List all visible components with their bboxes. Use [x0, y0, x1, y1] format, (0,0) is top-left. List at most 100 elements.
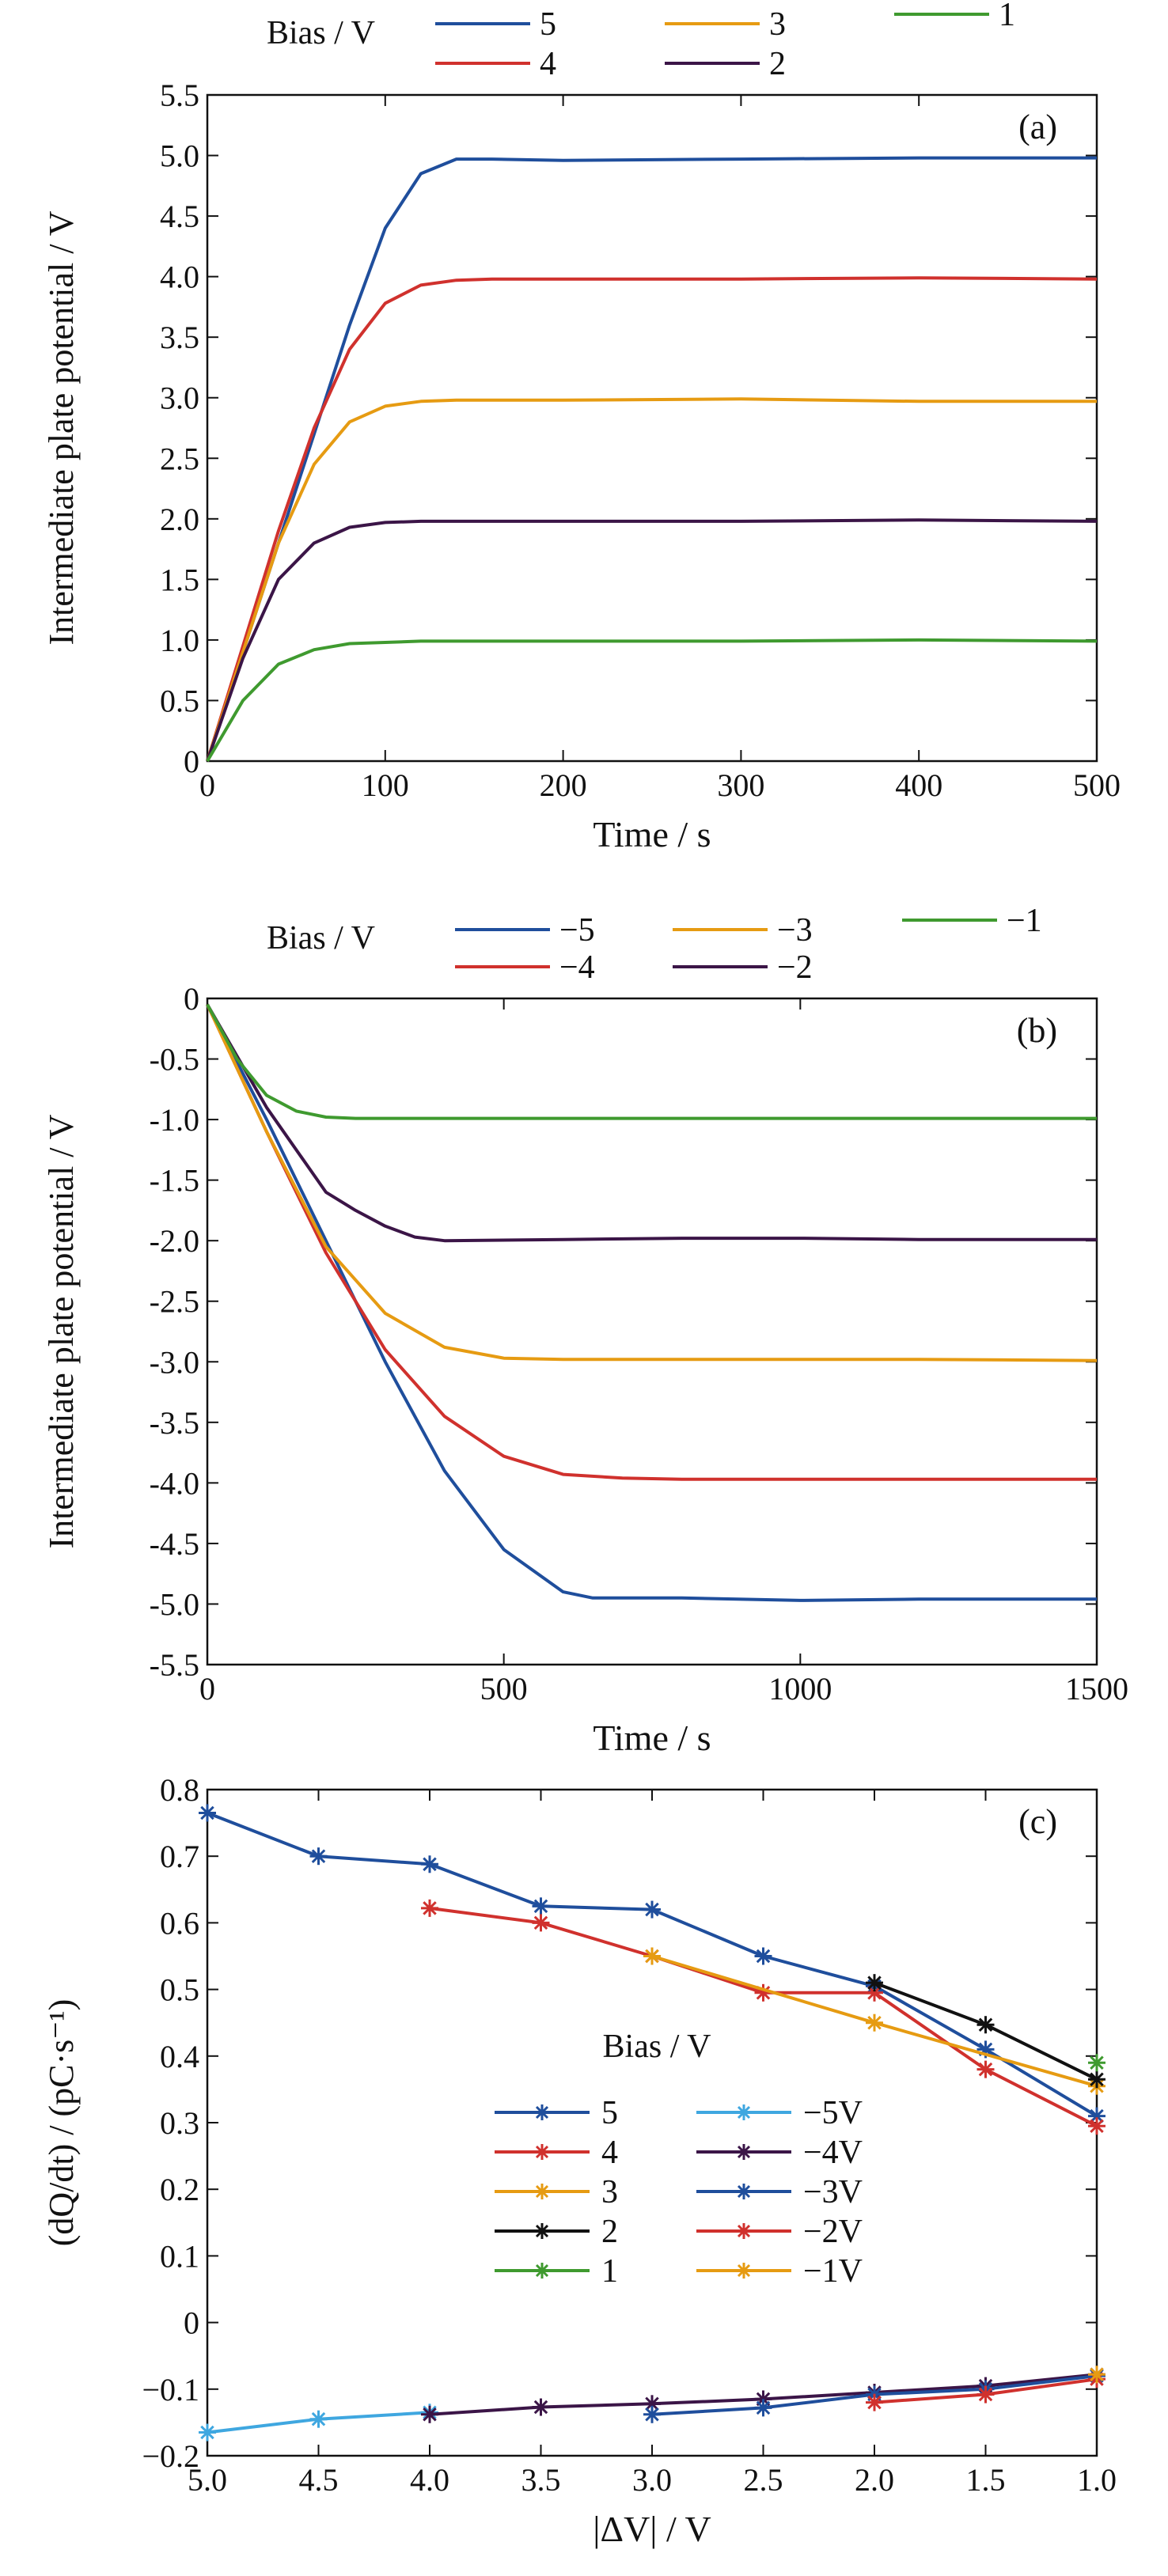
legend-marker-3: [534, 2184, 550, 2199]
x-tick-label: 4.0: [410, 2462, 449, 2498]
legend-marker-2: [534, 2223, 550, 2239]
series-line-neg5: [206, 1003, 1097, 1602]
legend-label-neg5V: −5V: [803, 2095, 863, 2131]
panel-label: (a): [1018, 108, 1057, 146]
x-tick-label: 5.0: [188, 2462, 227, 2498]
legend-label-5: 5: [601, 2095, 618, 2131]
y-tick-label: -2.5: [150, 1284, 199, 1320]
y-axis-label: Intermediate plate potential / V: [42, 1114, 81, 1548]
data-point-neg3V: [754, 2399, 772, 2417]
legend-label-neg5: −5: [559, 912, 595, 949]
data-point-neg1V: [1088, 2366, 1105, 2384]
data-point-neg5V: [199, 2423, 216, 2442]
y-tick-label: -5.5: [150, 1647, 199, 1683]
legend-label-4: 4: [601, 2135, 618, 2171]
data-point-5: [309, 1847, 328, 1866]
data-point-2: [1088, 2070, 1105, 2089]
legend-title: Bias / V: [267, 15, 375, 51]
y-tick-label: 5.0: [160, 138, 199, 174]
y-tick-label: 4.0: [160, 259, 199, 295]
x-tick-label: 1.0: [1077, 2462, 1117, 2498]
x-tick-label: 200: [540, 767, 587, 803]
legend-label-neg1: −1: [1007, 903, 1042, 939]
data-point-5: [532, 1897, 550, 1915]
y-tick-label: 0.2: [160, 2172, 199, 2207]
x-tick-label: 500: [480, 1671, 528, 1707]
legend-label-neg2: −2: [777, 949, 813, 986]
y-tick-label: 0.1: [160, 2238, 199, 2274]
data-point-5: [199, 1804, 216, 1822]
data-point-neg2V: [976, 2385, 995, 2404]
data-point-4: [532, 1914, 550, 1932]
data-point-neg4V: [532, 2398, 550, 2416]
x-tick-label: 1000: [768, 1671, 832, 1707]
y-tick-label: -4.5: [150, 1526, 199, 1562]
y-tick-label: 0.8: [160, 1772, 199, 1808]
y-tick-label: 2.0: [160, 502, 199, 537]
y-tick-label: -1.5: [150, 1163, 199, 1199]
legend: Bias / V −5 −3 −1 −4 −2: [267, 903, 1042, 986]
x-tick-label: 1.5: [966, 2462, 1006, 2498]
data-point-3: [643, 1947, 661, 1965]
data-point-neg4V: [421, 2405, 438, 2423]
x-tick-label: 100: [362, 767, 409, 803]
series-line-neg3: [206, 1003, 1098, 1362]
plot-frame: [206, 93, 1098, 763]
series-line-neg1: [206, 1003, 1097, 1120]
y-tick-label: -1.0: [150, 1102, 199, 1138]
legend-marker-5: [534, 2104, 550, 2120]
series-line-neg2: [206, 1003, 1097, 1243]
legend-label-neg2V: −2V: [803, 2214, 863, 2250]
data-point-neg2V: [866, 2393, 883, 2411]
data-point-4: [421, 1899, 438, 1917]
y-tick-label: 0.4: [160, 2039, 199, 2074]
x-tick-label: 500: [1073, 767, 1121, 803]
x-tick-label: 2.0: [855, 2462, 894, 2498]
y-tick-label: -4.0: [150, 1465, 199, 1501]
y-tick-label: -3.0: [150, 1344, 199, 1380]
data-point-3: [866, 2013, 883, 2032]
data-point-neg3V: [643, 2405, 661, 2423]
y-tick-label: −0.1: [142, 2372, 199, 2407]
panel-b: 0 500 1000 1500 0 -0.5 -1.0 -1.5 -2.0 -2.5 -3.0 -3.…: [42, 903, 1128, 1758]
series-line-3: [206, 397, 1097, 762]
legend-label-neg4V: −4V: [803, 2135, 863, 2171]
data-point-2: [976, 2016, 995, 2034]
data-point-4: [976, 2060, 995, 2078]
legend-label-neg4: −4: [559, 949, 595, 986]
data-point-5: [421, 1855, 438, 1873]
data-point-2: [866, 1974, 883, 1992]
data-point-1: [1088, 2054, 1105, 2072]
legend-marker-neg5V: [736, 2104, 752, 2120]
legend-label-4: 4: [540, 46, 556, 82]
legend-label-2: 2: [601, 2214, 618, 2250]
y-tick-label: 3.5: [160, 320, 199, 355]
legend-label-2: 2: [769, 46, 786, 82]
legend-label-neg3V: −3V: [803, 2174, 863, 2210]
x-tick-label: 3.0: [632, 2462, 672, 2498]
panel-c: 5.0 4.5 4.0 3.5 3.0 2.5 2.0 1.5 1.0 −0.2 −0.1 0 0.1 0…: [42, 1772, 1117, 2549]
y-tick-label: 0.3: [160, 2105, 199, 2141]
data-point-4: [866, 1983, 883, 2002]
series-line-1: [206, 638, 1098, 763]
y-tick-label: 4.5: [160, 199, 199, 234]
legend-label-1: 1: [999, 0, 1015, 33]
x-tick-label: 3.5: [521, 2462, 561, 2498]
y-tick-label: 1.5: [160, 562, 199, 597]
y-tick-label: 1.0: [160, 623, 199, 658]
series-line-neg4: [206, 1003, 1097, 1481]
legend-label-3: 3: [769, 6, 786, 43]
y-tick-label: 0.5: [160, 683, 199, 718]
legend-title: Bias / V: [267, 920, 375, 957]
x-tick-label: 400: [895, 767, 942, 803]
y-tick-label: 0: [184, 981, 199, 1017]
data-point-5: [643, 1900, 661, 1919]
series-line-4: [206, 276, 1098, 762]
legend-title: Bias / V: [603, 2029, 711, 2065]
y-axis-label: (dQ/dt) / (pC·s⁻¹): [42, 1999, 81, 2247]
x-axis-label: Time / s: [593, 814, 711, 854]
legend-marker-neg2V: [736, 2223, 752, 2239]
y-tick-label: -2.0: [150, 1223, 199, 1259]
plot-frame: [206, 997, 1098, 1666]
y-tick-label: -0.5: [150, 1042, 199, 1078]
